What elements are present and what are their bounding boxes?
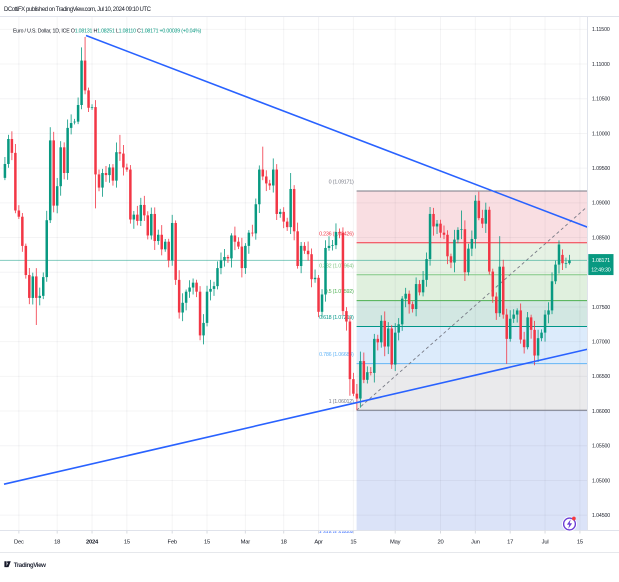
svg-text:1.618 (1.04060): 1.618 (1.04060) [319,531,354,537]
svg-text:Dec: Dec [14,540,24,546]
svg-text:1.05000: 1.05000 [592,478,610,484]
svg-text:0.382 (1.07964): 0.382 (1.07964) [319,263,354,269]
svg-text:1.10000: 1.10000 [592,131,610,137]
svg-text:2024: 2024 [86,540,99,546]
svg-text:1.09000: 1.09000 [592,201,610,207]
svg-text:1.11000: 1.11000 [592,62,610,68]
svg-text:1.09500: 1.09500 [592,166,610,172]
svg-text:15: 15 [124,540,130,546]
svg-text:Feb: Feb [167,540,176,546]
svg-text:0.786 (1.06684): 0.786 (1.06684) [319,352,354,358]
svg-text:15: 15 [350,540,356,546]
svg-text:12:49:30: 12:49:30 [591,268,611,274]
svg-text:17: 17 [507,540,513,546]
svg-text:18: 18 [281,540,287,546]
svg-text:1.11500: 1.11500 [592,27,610,33]
svg-text:18: 18 [54,540,60,546]
svg-text:20: 20 [437,540,443,546]
svg-text:1.07500: 1.07500 [592,305,610,311]
svg-text:15: 15 [204,540,210,546]
svg-text:TradingView: TradingView [14,562,46,569]
svg-text:1 (1.06012): 1 (1.06012) [329,399,354,405]
svg-text:1.06000: 1.06000 [592,409,610,415]
svg-text:DCottiFX published on TradingV: DCottiFX published on TradingView.com, J… [4,7,152,13]
svg-text:1.04500: 1.04500 [592,513,610,519]
svg-text:1.06500: 1.06500 [592,374,610,380]
svg-text:1.08171: 1.08171 [592,258,610,264]
svg-text:1.10500: 1.10500 [592,97,610,103]
svg-text:0 (1.09171): 0 (1.09171) [329,180,354,186]
svg-text:Jul: Jul [542,540,549,546]
svg-text:Apr: Apr [314,540,323,546]
svg-text:Jun: Jun [471,540,480,546]
svg-text:1.08500: 1.08500 [592,235,610,241]
svg-text:1.07000: 1.07000 [592,339,610,345]
svg-text:0.618 (1.07219): 0.618 (1.07219) [319,315,354,321]
svg-text:Mar: Mar [241,540,251,546]
svg-text:Euro / U.S. Dollar, 1D, ICE O1: Euro / U.S. Dollar, 1D, ICE O1.08131 H1.… [13,29,202,35]
svg-text:0.5 (1.07592): 0.5 (1.07592) [325,289,354,295]
svg-text:15: 15 [577,540,583,546]
svg-text:1.05500: 1.05500 [592,444,610,450]
svg-text:May: May [390,540,401,546]
